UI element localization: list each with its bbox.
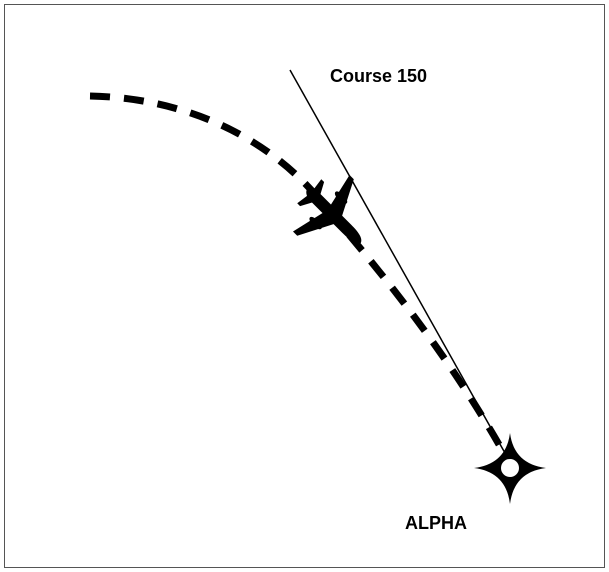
waypoint-label: ALPHA [405, 513, 467, 533]
airplane [292, 174, 362, 244]
waypoint-circle [499, 457, 521, 479]
course-label: Course 150 [330, 66, 427, 86]
course-line [289, 69, 511, 463]
